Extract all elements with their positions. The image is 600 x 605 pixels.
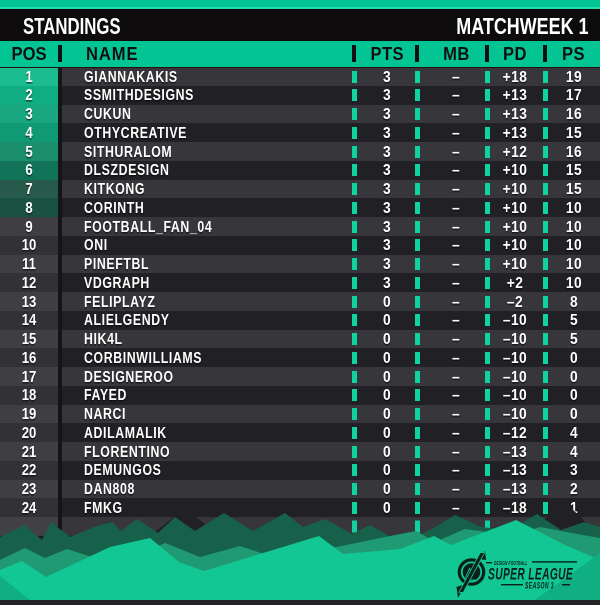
svg-text:SUPER LEAGUE: SUPER LEAGUE (488, 565, 573, 583)
svg-text:DESIGN FOOTBALL: DESIGN FOOTBALL (494, 560, 528, 566)
svg-text:SEASON 3: SEASON 3 (525, 580, 554, 591)
